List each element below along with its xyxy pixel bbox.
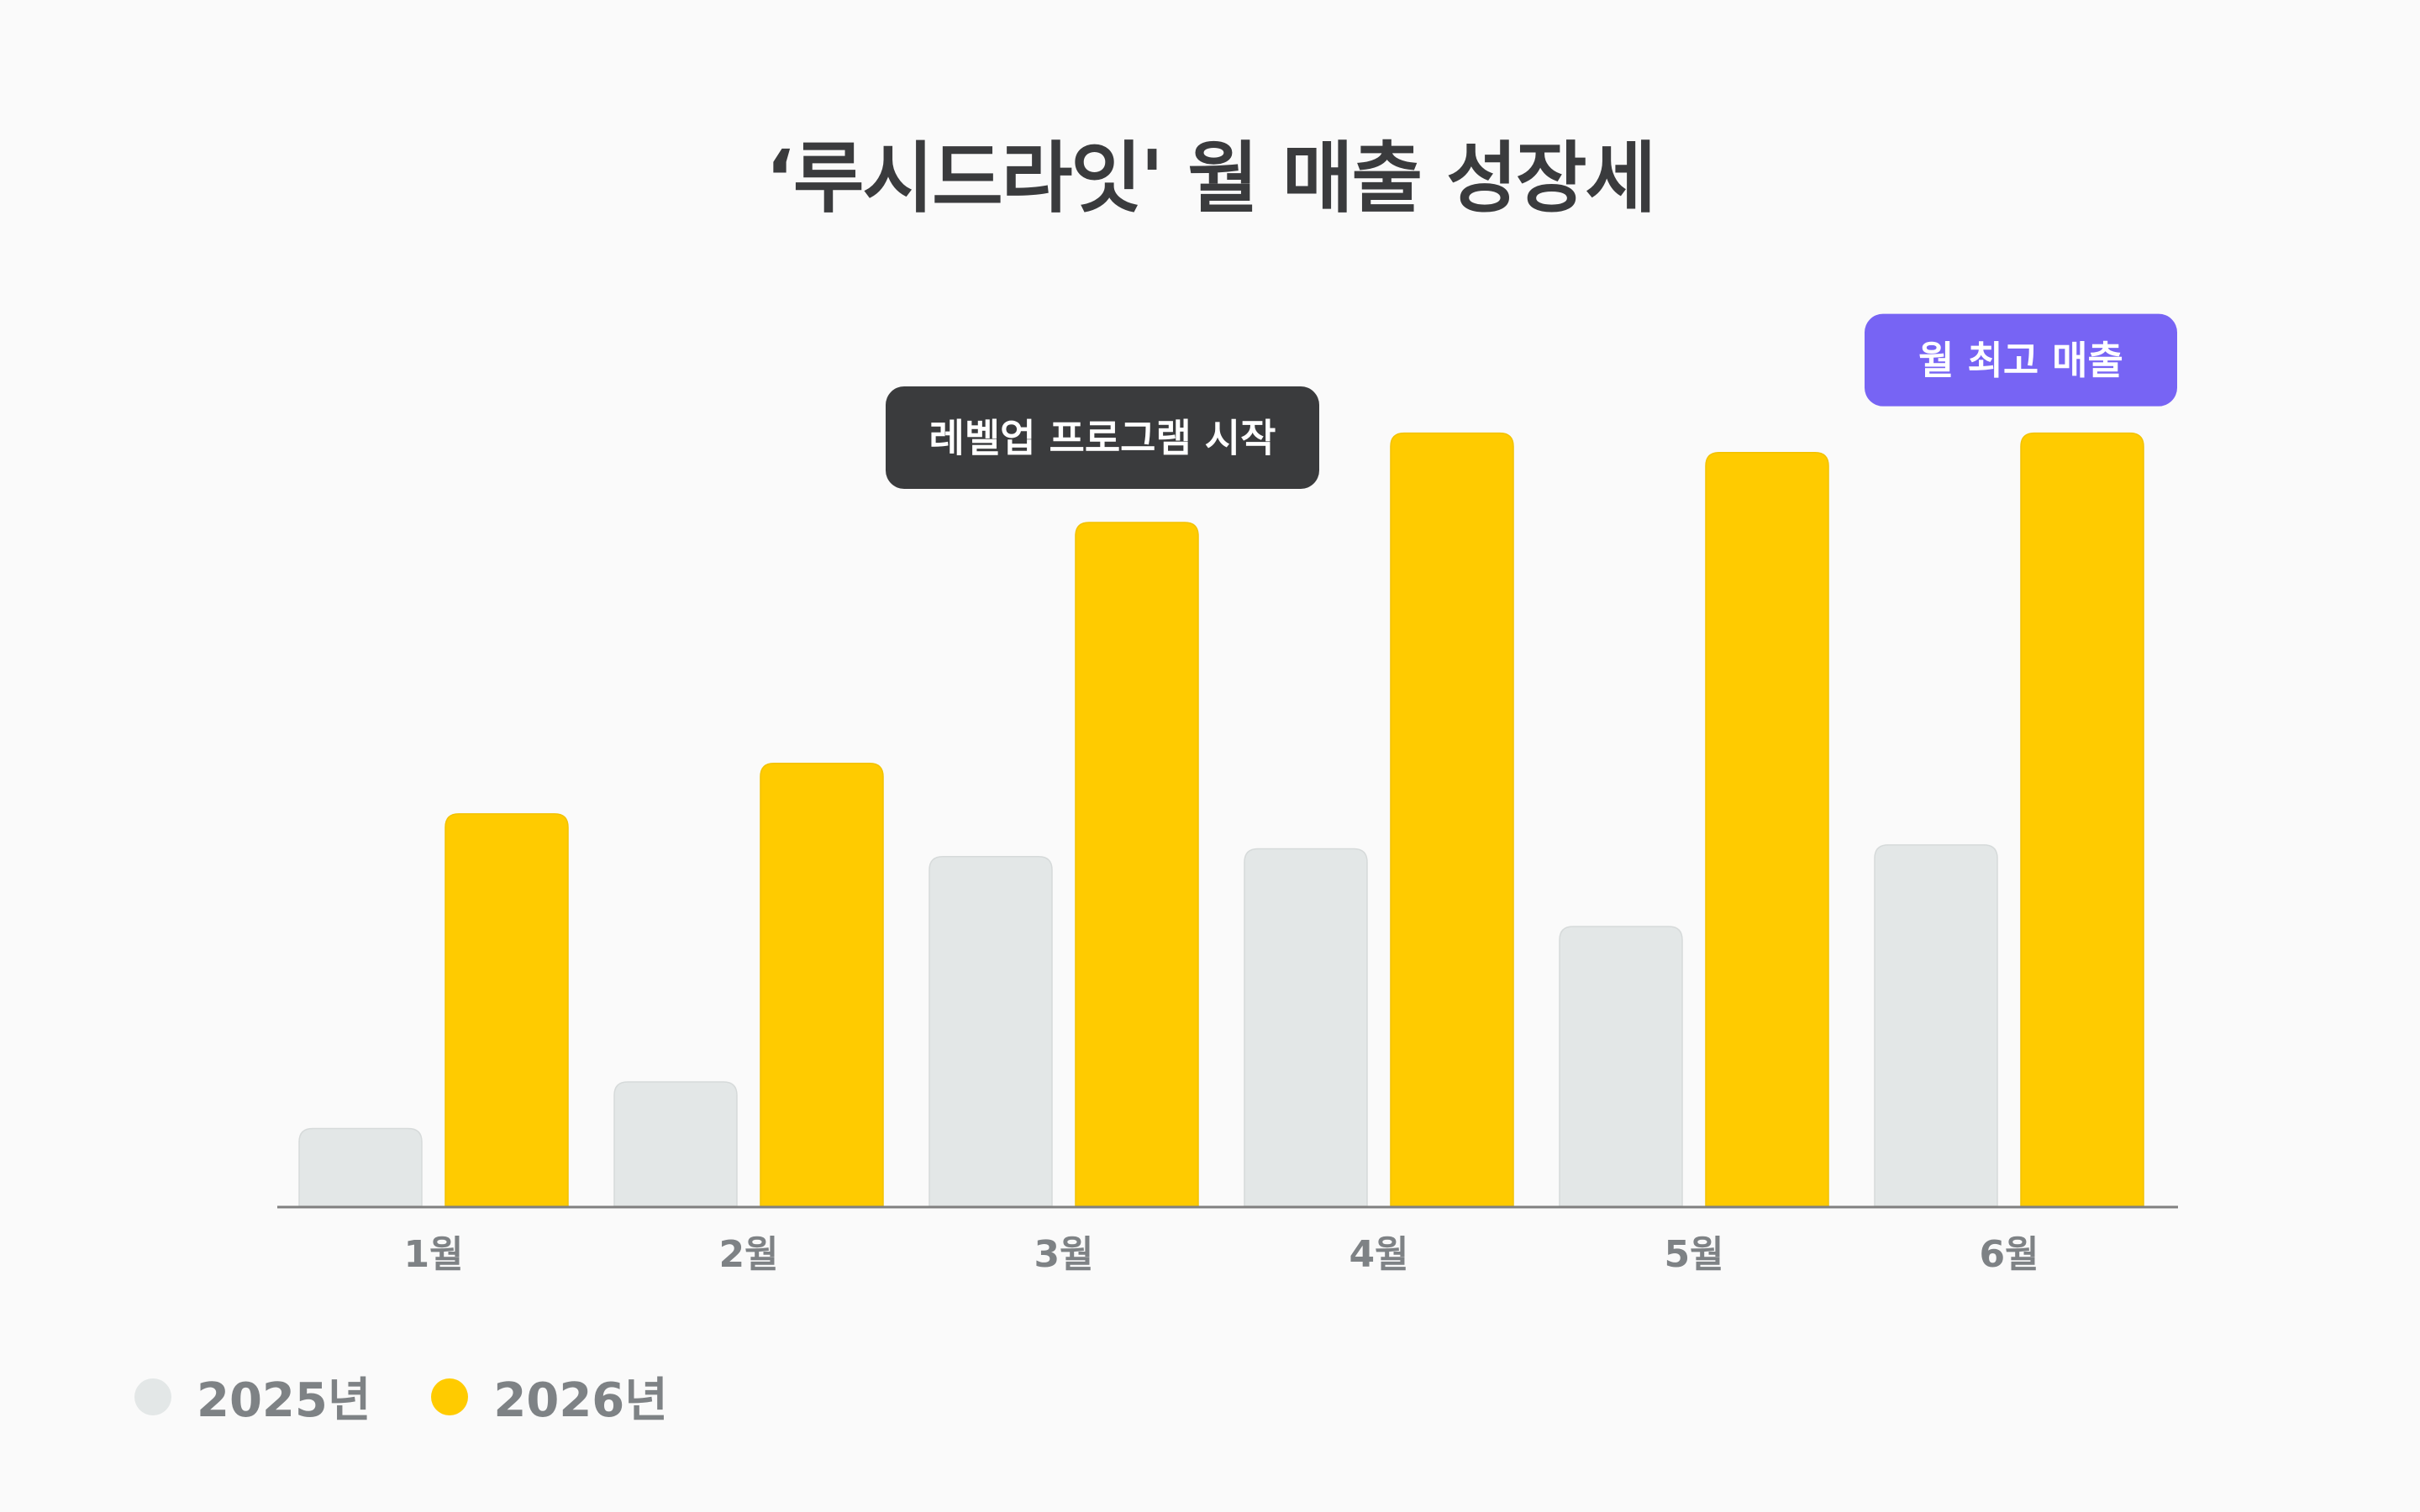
bar-2025-4 — [1244, 848, 1368, 1207]
bar-2026-5 — [1705, 452, 1829, 1207]
legend-item-2026: 2026년 — [431, 1362, 668, 1431]
bar-2025-1 — [298, 1127, 423, 1207]
bar-2025-5 — [1559, 926, 1683, 1207]
bar-2026-1 — [445, 813, 569, 1207]
bar-2026-4 — [1390, 432, 1514, 1207]
bar-2026-6 — [2020, 432, 2144, 1207]
legend-swatch-2026 — [431, 1378, 469, 1415]
annotation-text: 레벨업 프로그램 시작 — [929, 416, 1276, 461]
x-tick-label: 5월 — [1664, 1233, 1723, 1276]
bar-2025-6 — [1874, 844, 1998, 1207]
bar-2025-3 — [929, 856, 1053, 1207]
legend-item-2025: 2025년 — [134, 1362, 371, 1431]
x-tick-label: 1월 — [403, 1233, 463, 1276]
x-tick-label: 4월 — [1349, 1233, 1408, 1276]
bar-2026-3 — [1075, 522, 1199, 1207]
annotation-label: 월 최고 매출 — [1865, 313, 2177, 407]
x-tick-label: 6월 — [1979, 1233, 2039, 1276]
legend-label-2025: 2025년 — [197, 1373, 371, 1428]
legend: 2025년 2026년 — [134, 1362, 729, 1431]
annotation-box — [886, 386, 1319, 489]
legend-label-2026: 2026년 — [493, 1373, 668, 1428]
chart-title: ‘루시드라잇' 월 매출 성장세 — [765, 134, 1656, 223]
bar-2026-2 — [760, 763, 884, 1207]
legend-swatch-2025 — [134, 1378, 171, 1415]
bar-2025-2 — [613, 1081, 738, 1207]
x-tick-label: 2월 — [718, 1233, 778, 1276]
annotation-text: 월 최고 매출 — [1918, 338, 2123, 383]
annotation-label: 레벨업 프로그램 시작 — [886, 386, 1319, 489]
annotation-box — [1865, 313, 2177, 407]
x-tick-label: 3월 — [1034, 1233, 1093, 1276]
